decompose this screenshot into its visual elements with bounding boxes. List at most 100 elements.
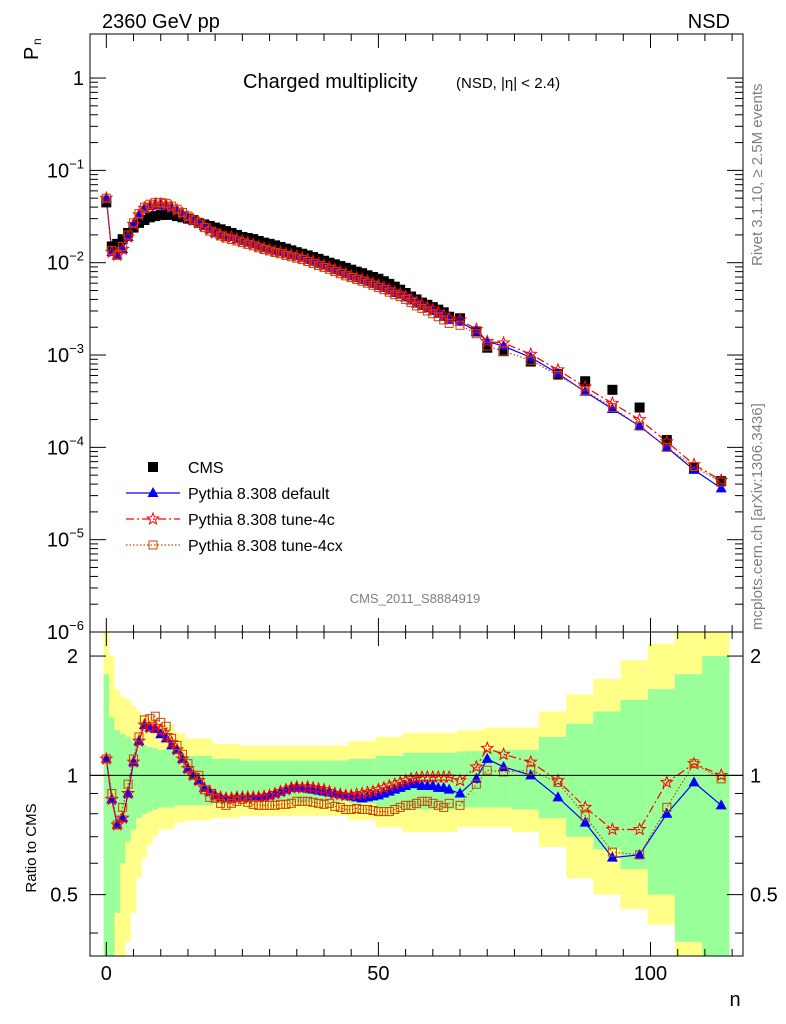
ratio-point bbox=[257, 789, 272, 803]
ratio-point bbox=[243, 797, 253, 807]
main-point bbox=[578, 379, 593, 394]
ratio-point bbox=[422, 796, 432, 806]
main-point bbox=[661, 441, 673, 452]
ratio-point bbox=[401, 800, 411, 810]
ratio-point bbox=[270, 800, 280, 810]
main-point bbox=[480, 334, 495, 348]
main-point bbox=[286, 252, 296, 262]
legend-label: Pythia 8.308 tune-4cx bbox=[188, 538, 343, 555]
main-point bbox=[144, 212, 155, 223]
main-axes: 1 10−1 10−2 10−3 10−4 10−5 10−6 bbox=[47, 34, 743, 644]
main-point bbox=[496, 335, 511, 349]
main-point bbox=[346, 273, 356, 283]
ratio-point bbox=[406, 800, 416, 810]
main-point bbox=[417, 303, 427, 313]
ratio-y-axis-label: Ratio to CMS bbox=[23, 803, 40, 892]
legend-entry: Pythia 8.308 tune-4c bbox=[126, 511, 335, 529]
ratio-point bbox=[341, 804, 351, 814]
main-y-tick-label: 10−4 bbox=[47, 433, 84, 459]
ratio-point bbox=[499, 767, 509, 777]
legend-marker bbox=[148, 540, 158, 550]
main-panel: 1 10−1 10−2 10−3 10−4 10−5 10−6 bbox=[47, 33, 744, 644]
ratio-point bbox=[382, 778, 397, 792]
main-data-layer bbox=[99, 190, 729, 493]
main-point bbox=[634, 402, 645, 413]
ratio-point bbox=[443, 783, 455, 794]
main-point bbox=[428, 309, 438, 319]
ratio-point bbox=[224, 790, 239, 805]
ratio-axes: 2 2 1 1 0.5 0.5 0 50 100 bbox=[50, 632, 778, 985]
main-point bbox=[232, 236, 242, 246]
main-point bbox=[373, 282, 383, 292]
main-point bbox=[117, 234, 128, 245]
main-point bbox=[357, 276, 367, 286]
main-point bbox=[455, 320, 465, 330]
ratio-point bbox=[634, 848, 646, 859]
ratio-band-green bbox=[375, 755, 403, 808]
ratio-point bbox=[205, 792, 215, 802]
main-point bbox=[579, 385, 591, 396]
ratio-point bbox=[259, 800, 269, 810]
ratio-point bbox=[330, 801, 340, 811]
ratio-point bbox=[398, 773, 413, 787]
ratio-band-green bbox=[674, 674, 703, 942]
ratio-point bbox=[526, 765, 536, 775]
ratio-point bbox=[454, 787, 466, 798]
ratio-point bbox=[714, 767, 729, 782]
ratio-point bbox=[273, 784, 288, 798]
main-point bbox=[471, 329, 481, 339]
rivet-side-label: Rivet 3.1.10, ≥ 2.5M events bbox=[749, 84, 766, 267]
ratio-point bbox=[373, 807, 383, 817]
main-point bbox=[161, 198, 171, 208]
ratio-band-green bbox=[119, 734, 126, 864]
main-point bbox=[172, 211, 183, 222]
ratio-point bbox=[216, 798, 226, 808]
legend: CMS Pythia 8.308 default Pythia 8.308 tune… bbox=[126, 460, 343, 555]
main-point bbox=[101, 193, 111, 203]
ratio-point bbox=[268, 786, 282, 800]
main-point bbox=[525, 356, 536, 367]
main-point bbox=[406, 298, 416, 308]
ratio-point bbox=[496, 746, 511, 761]
ratio-point bbox=[172, 740, 182, 750]
main-point bbox=[469, 321, 484, 336]
ratio-point bbox=[482, 765, 492, 775]
main-point bbox=[482, 341, 492, 351]
main-point bbox=[270, 247, 280, 257]
main-point bbox=[715, 482, 727, 493]
main-y-tick-label: 10−3 bbox=[47, 341, 84, 367]
ratio-point bbox=[254, 800, 264, 810]
main-point bbox=[431, 304, 446, 319]
main-point bbox=[444, 318, 454, 328]
ratio-point bbox=[237, 794, 247, 804]
main-point bbox=[352, 274, 362, 284]
ratio-band-green bbox=[141, 745, 148, 814]
ratio-point bbox=[635, 850, 645, 860]
ratio-point bbox=[428, 798, 438, 808]
main-point bbox=[150, 211, 161, 222]
ratio-point bbox=[262, 788, 277, 802]
main-point bbox=[379, 285, 389, 295]
main-point bbox=[166, 209, 177, 220]
main-y-tick-label: 10−1 bbox=[47, 156, 84, 182]
main-point bbox=[393, 286, 408, 300]
main-point bbox=[112, 250, 122, 260]
ratio-point bbox=[248, 799, 258, 809]
ratio-point bbox=[150, 711, 160, 721]
main-y-tick-label: 10−2 bbox=[47, 249, 84, 275]
ratio-point bbox=[349, 787, 364, 801]
ratio-point bbox=[553, 777, 563, 787]
ratio-point bbox=[297, 796, 307, 806]
main-point bbox=[194, 218, 204, 228]
main-point bbox=[425, 302, 440, 316]
ratio-x-tick-label: 50 bbox=[367, 963, 389, 985]
ratio-point bbox=[161, 721, 171, 731]
main-point bbox=[292, 253, 302, 263]
main-point bbox=[395, 292, 405, 302]
ratio-y-tick-label-right: 2 bbox=[750, 646, 761, 668]
ratio-band-green bbox=[152, 748, 159, 810]
main-point bbox=[436, 307, 451, 322]
ratio-point bbox=[716, 774, 726, 784]
main-point bbox=[275, 249, 285, 259]
main-point bbox=[341, 271, 351, 281]
